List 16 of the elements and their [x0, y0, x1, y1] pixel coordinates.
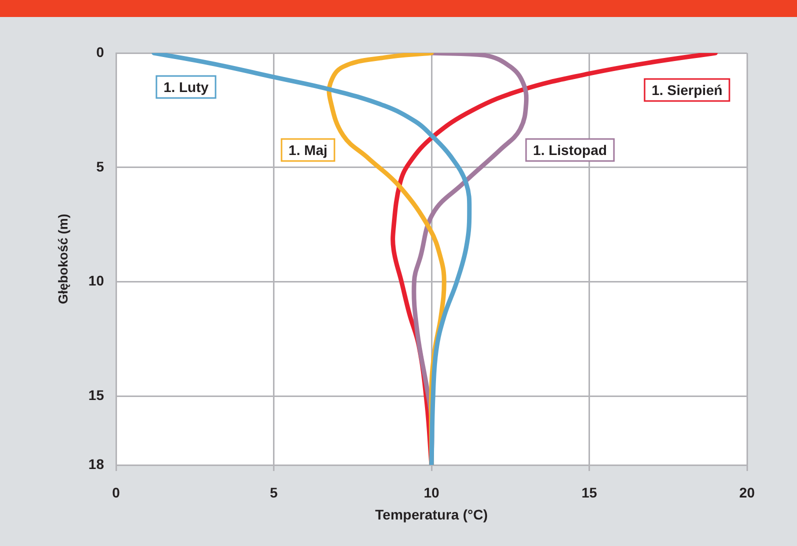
x-axis-title: Temperatura (°C) — [375, 506, 488, 522]
x-tick-label: 20 — [739, 484, 755, 500]
y-tick-label: 18 — [88, 456, 104, 472]
series-label: 1. Sierpień — [652, 82, 722, 98]
x-tick-label: 0 — [112, 484, 120, 500]
x-tick-label: 5 — [270, 484, 278, 500]
series-label: 1. Maj — [288, 142, 328, 158]
y-axis-title: Głębokość (m) — [55, 214, 70, 304]
y-tick-label: 15 — [88, 387, 104, 404]
series-label: 1. Luty — [163, 78, 209, 95]
y-tick-label: 5 — [96, 158, 104, 174]
y-tick-label: 0 — [96, 44, 104, 60]
y-tick-label: 10 — [88, 272, 104, 289]
series-label: 1. Listopad — [533, 142, 607, 158]
x-tick-label: 15 — [581, 484, 598, 500]
x-tick-label: 10 — [424, 484, 440, 500]
